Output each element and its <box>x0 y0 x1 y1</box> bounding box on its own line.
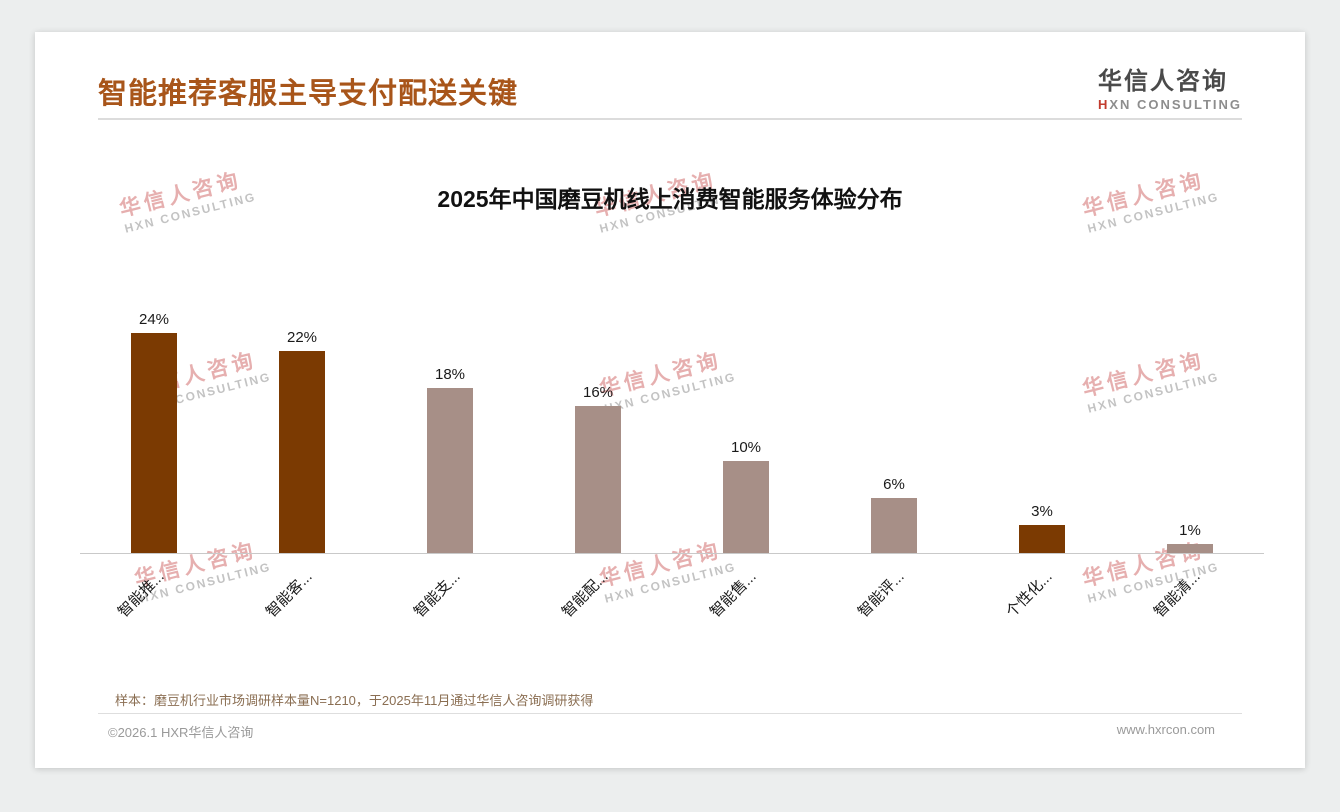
footer: ©2026.1 HXR华信人咨询 www.hxrcon.com <box>108 722 1215 741</box>
logo: 华信人咨询 HXN CONSULTING <box>1098 68 1242 113</box>
x-tick: 智能清... <box>1116 554 1264 654</box>
logo-en-label: XN CONSULTING <box>1109 96 1242 112</box>
bar-column: 16% <box>524 384 672 553</box>
chart-title: 2025年中国磨豆机线上消费智能服务体验分布 <box>437 186 903 212</box>
page-title: 智能推荐客服主导支付配送关键 <box>98 78 519 110</box>
bar-column: 6% <box>820 476 968 553</box>
bar <box>871 498 917 553</box>
x-tick: 智能售... <box>672 554 820 654</box>
x-tick: 智能推... <box>80 554 228 654</box>
x-tick-label: 智能评... <box>855 568 909 621</box>
bar <box>131 333 177 553</box>
footer-copyright: ©2026.1 HXR华信人咨询 <box>108 725 254 740</box>
x-tick: 智能支... <box>376 554 524 654</box>
bar-value-label: 16% <box>582 384 614 401</box>
logo-h-icon: H <box>1097 96 1110 112</box>
bar-column: 22% <box>228 329 376 553</box>
bar <box>723 461 769 553</box>
bar-value-label: 24% <box>138 311 170 328</box>
x-tick-label: 智能售... <box>707 568 761 621</box>
x-tick: 智能评... <box>820 554 968 654</box>
bar <box>1167 544 1213 553</box>
x-tick-label: 个性化... <box>1003 568 1057 621</box>
logo-cn-text: 华信人咨询 <box>1097 68 1228 95</box>
bar-column: 24% <box>80 311 228 553</box>
x-tick-label: 智能配... <box>559 568 613 621</box>
bar <box>279 351 325 553</box>
bar-value-label: 22% <box>286 329 318 346</box>
bar-value-label: 3% <box>1031 503 1053 520</box>
bar <box>1019 525 1065 553</box>
bar <box>427 388 473 553</box>
footer-url: www.hxrcon.com <box>1116 722 1215 737</box>
slide-card: 华信人咨询 HXN CONSULTING 华信人咨询 HXN CONSULTING 华信… <box>35 32 1305 768</box>
x-tick-label: 智能清... <box>1151 568 1205 621</box>
header: 智能推荐客服主导支付配送关键 华信人咨询 HXN CONSULTING <box>98 68 1242 130</box>
bar-column: 10% <box>672 439 820 553</box>
x-axis-labels: 智能推... 智能客... 智能支... 智能配... 智能售... 智能评... 个性化.… <box>80 554 1264 654</box>
x-tick: 智能客... <box>228 554 376 654</box>
bar-value-label: 6% <box>883 476 905 493</box>
header-divider <box>98 118 1242 120</box>
x-tick-label: 智能客... <box>263 568 317 621</box>
plot-columns: 24% 22% 18% 16% 10% 6% 3% 1% <box>80 263 1264 554</box>
bar-chart: 24% 22% 18% 16% 10% 6% 3% 1% 智能推... 智能客... 智能支...… <box>80 263 1264 654</box>
x-tick: 智能配... <box>524 554 672 654</box>
bar-value-label: 1% <box>1179 522 1201 539</box>
bar-column: 18% <box>376 366 524 553</box>
bar-column: 1% <box>1116 522 1264 553</box>
footer-divider <box>98 713 1242 714</box>
bar <box>575 406 621 553</box>
sample-footnote: 样本：磨豆机行业市场调研样本量N=1210，于2025年11月通过华信人咨询调研… <box>115 693 594 708</box>
bar-value-label: 18% <box>434 366 466 383</box>
x-tick-label: 智能推... <box>115 568 169 621</box>
x-tick-label: 智能支... <box>411 568 465 621</box>
x-tick: 个性化... <box>968 554 1116 654</box>
bar-column: 3% <box>968 503 1116 553</box>
logo-en-text: HXN CONSULTING <box>1097 96 1242 113</box>
bar-value-label: 10% <box>730 439 762 456</box>
